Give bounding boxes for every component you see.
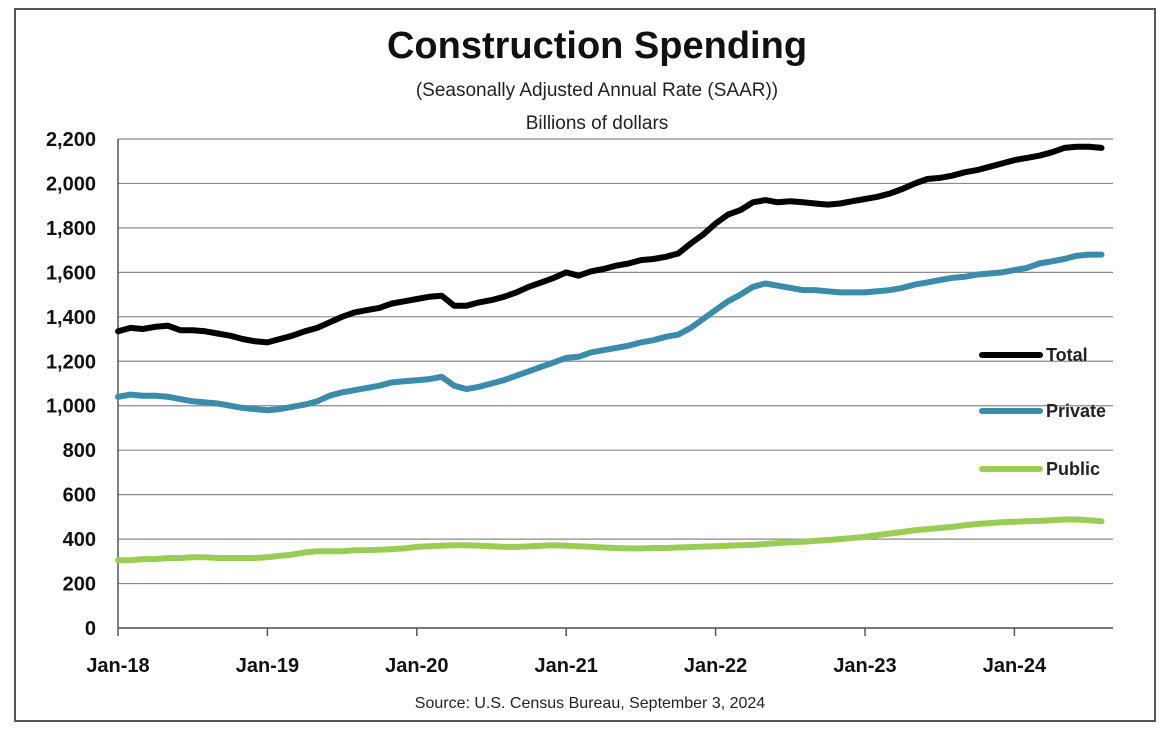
chart-source: Source: U.S. Census Bureau, September 3,…: [415, 695, 766, 712]
x-tick-label: Jan-22: [684, 655, 747, 677]
x-tick-label: Jan-24: [983, 655, 1047, 677]
legend-label-total: Total: [1046, 345, 1088, 365]
x-tick-label: Jan-20: [385, 655, 448, 677]
legend-label-private: Private: [1046, 401, 1106, 421]
chart-subtitle-line-1: (Seasonally Adjusted Annual Rate (SAAR)): [416, 80, 778, 101]
series-line-private: [115, 251, 1105, 414]
y-tick-label: 1,800: [46, 218, 96, 240]
series-line-total: [115, 143, 1105, 346]
y-tick-label: 800: [63, 440, 96, 462]
y-tick-label: 2,000: [46, 173, 96, 195]
chart-title: Construction Spending: [387, 25, 807, 67]
y-tick-label: 1,600: [46, 262, 96, 284]
legend: Total Private Public: [979, 345, 1106, 479]
series-lines: [115, 143, 1105, 564]
y-tick-label: 600: [63, 485, 96, 507]
y-tick-label: 400: [63, 529, 96, 551]
y-tick-label: 1,000: [46, 396, 96, 418]
x-axis: Jan-18 Jan-19 Jan-20 Jan-21 Jan-22 Jan-23 Jan-…: [86, 627, 1113, 677]
y-tick-label: 1,200: [46, 351, 96, 373]
chart-subtitle-line-2: Billions of dollars: [526, 113, 669, 134]
x-tick-label: Jan-23: [833, 655, 896, 677]
x-tick-label: Jan-18: [86, 655, 149, 677]
y-tick-label: 1,400: [46, 307, 96, 329]
chart-frame: [14, 8, 1156, 722]
y-tick-label: 200: [63, 574, 96, 596]
x-tick-label: Jan-21: [535, 655, 598, 677]
x-tick-label: Jan-19: [236, 655, 299, 677]
y-tick-label: 0: [85, 618, 96, 640]
y-tick-label: 2,200: [46, 129, 96, 151]
legend-label-public: Public: [1046, 459, 1100, 479]
series-line-public: [115, 516, 1105, 564]
y-axis: 0 200 400 600 800 1,000 1,200 1,400 1,600 1,800 2,…: [46, 129, 119, 640]
